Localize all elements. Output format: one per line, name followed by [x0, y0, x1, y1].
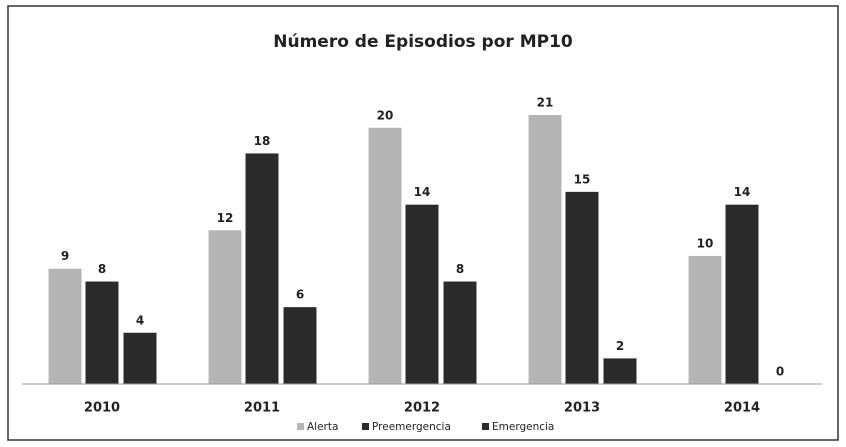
bar: [603, 358, 637, 384]
x-tick-label: 2011: [244, 401, 280, 416]
bar: [123, 332, 157, 384]
bar: [405, 204, 439, 384]
value-label: 6: [296, 288, 304, 302]
chart-title: Número de Episodios por MP10: [273, 32, 573, 52]
value-label: 8: [456, 262, 464, 276]
legend-label: Alerta: [307, 421, 338, 433]
value-label: 18: [254, 134, 271, 148]
value-label: 10: [697, 236, 714, 250]
value-label: 20: [377, 108, 394, 122]
value-label: 15: [574, 172, 591, 186]
value-label: 14: [414, 185, 431, 199]
bar: [565, 191, 599, 384]
legend-label: Emergencia: [492, 421, 554, 433]
value-label: 4: [136, 313, 144, 327]
value-label: 0: [776, 365, 784, 379]
value-label: 21: [537, 96, 554, 110]
bar: [688, 255, 722, 384]
x-tick-label: 2012: [404, 401, 440, 416]
x-tick-label: 2013: [564, 401, 600, 416]
value-label: 9: [61, 249, 69, 263]
bar: [443, 281, 477, 384]
bar: [725, 204, 759, 384]
x-tick-label: 2014: [724, 401, 760, 416]
value-label: 8: [98, 262, 106, 276]
legend-swatch: [297, 423, 304, 430]
value-label: 14: [734, 185, 751, 199]
legend-label: Preemergencia: [372, 421, 451, 433]
bar: [208, 230, 242, 384]
bar: [283, 307, 317, 384]
x-tick-label: 2010: [84, 401, 120, 416]
bar: [85, 281, 119, 384]
legend-swatch: [362, 423, 369, 430]
bar: [245, 153, 279, 384]
legend-swatch: [482, 423, 489, 430]
value-label: 2: [616, 339, 624, 353]
value-label: 12: [217, 211, 234, 225]
bar: [528, 115, 562, 384]
bar: [368, 127, 402, 385]
bar: [48, 268, 82, 384]
